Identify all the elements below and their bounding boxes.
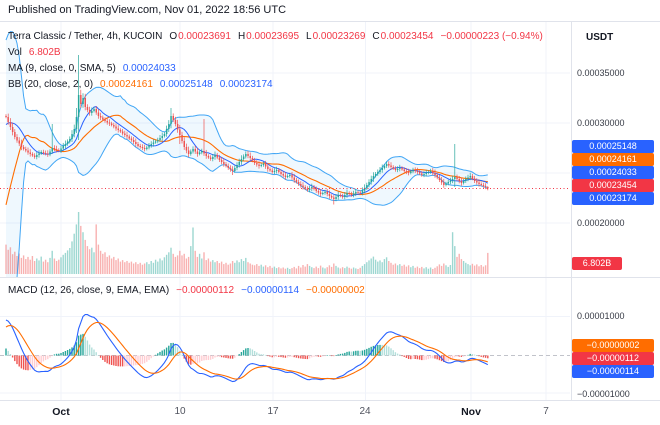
time-label-nov: Nov [461,406,481,418]
price-tick: 0.00020000 [577,218,625,228]
price-tick: 0.00030000 [577,118,625,128]
pane-separator[interactable] [0,277,660,278]
macd-label: MACD (12, 26, close, 9, EMA, EMA) [8,285,170,296]
ohlc-open: O 0.00023691 [169,31,231,42]
time-label-17: 17 [267,406,279,417]
macd-line-tag: −0.00000114 [572,364,654,378]
bb-upper-value: 0.00025148 [159,79,213,90]
bb-lower-value: 0.00023174 [219,79,273,90]
macd-signal-tag: −0.00000002 [572,338,654,352]
time-label-oct: Oct [52,406,70,418]
bb-legend[interactable]: BB (20, close, 2, 0) 0.00024161 0.000251… [8,79,273,90]
ohlc-high: H 0.00023695 [237,31,300,42]
macd-legend[interactable]: MACD (12, 26, close, 9, EMA, EMA) −0.000… [8,285,365,296]
price-change: −0.00000223 (−0.94%) [440,31,543,42]
quote-currency-label: USDT [586,32,614,43]
volume-legend[interactable]: Vol 6.802B [8,47,61,58]
topbar-divider [0,21,660,22]
macd-signal-value: −0.00000002 [306,285,365,296]
volume-tag: 6.802B [572,256,622,270]
volume-value: 6.802B [28,47,61,58]
ma-label: MA (9, close, 0, SMA, 5) [8,63,116,74]
volume-label: Vol [8,47,22,58]
time-axis-separator [0,400,660,401]
ma9-tag: 0.00024033 [572,165,654,179]
price-tick: 0.00035000 [577,68,625,78]
macd-hist-tag: −0.00000112 [572,351,654,365]
time-label-10: 10 [174,406,186,417]
bb-lower-tag: 0.00023174 [572,191,654,205]
symbol-legend[interactable]: Terra Classic / Tether, 4h, KUCOIN O 0.00… [8,31,543,42]
price-axis-border [571,22,572,400]
time-label-7: 7 [543,406,549,417]
macd-line-value: −0.00000114 [241,285,300,296]
macd-tick: 0.00001000 [577,311,625,321]
ohlc-low: L 0.00023269 [306,31,366,42]
ma-value: 0.00024033 [122,63,176,74]
ma-legend[interactable]: MA (9, close, 0, SMA, 5) 0.00024033 [8,63,176,74]
last-price-tag: 0.00023454 [572,178,654,192]
symbol-title: Terra Classic / Tether, 4h, KUCOIN [8,31,163,42]
bb-basis-tag: 0.00024161 [572,152,654,166]
time-label-24: 24 [359,406,371,417]
ohlc-close: C 0.00023454 [372,31,434,42]
macd-tick: −0.00001000 [577,389,630,399]
bb-label: BB (20, close, 2, 0) [8,79,94,90]
published-bar: Published on TradingView.com, Nov 01, 20… [8,4,287,16]
macd-hist-value: −0.00000112 [176,285,235,296]
bb-basis-value: 0.00024161 [100,79,153,90]
bb-upper-tag: 0.00025148 [572,139,654,153]
